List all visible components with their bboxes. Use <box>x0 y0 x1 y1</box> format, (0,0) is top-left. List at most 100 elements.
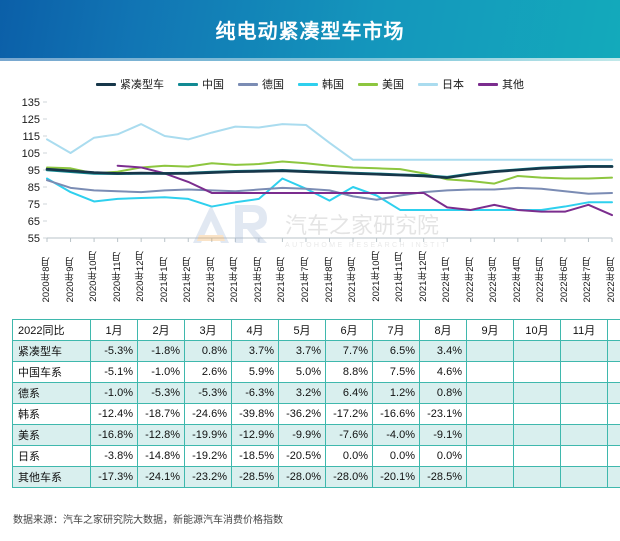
table-cell <box>513 403 561 425</box>
x-axis-label: 2021年1月 <box>158 256 170 302</box>
table-cell <box>607 340 620 362</box>
table-cell: -18.5% <box>231 445 279 467</box>
table-cell <box>560 445 608 467</box>
x-axis-label: 2021年11月 <box>394 252 406 302</box>
table-row: 日系 -3.8% -14.8% -19.2% -18.5% -20.5% 0.0% 0.0% 0… <box>12 445 620 467</box>
legend-swatch-icon <box>478 82 498 86</box>
legend-label: 韩国 <box>322 79 344 91</box>
table-cell: -24.1% <box>137 466 185 488</box>
table-cell: -28.0% <box>325 466 373 488</box>
table-cell: -39.8% <box>231 403 279 425</box>
x-axis-label: 2020年11月 <box>111 252 123 302</box>
table-cell: 0.8% <box>419 382 467 404</box>
table-cell: 4.6% <box>419 361 467 383</box>
x-axis-label: 2022年1月 <box>441 256 453 302</box>
table-cell: -20.1% <box>372 466 420 488</box>
table-column-header: 5月 <box>278 319 326 341</box>
table-row-label: 紧凑型车 <box>12 340 91 362</box>
table-cell: 3.7% <box>278 340 326 362</box>
table-cell: -7.6% <box>325 424 373 446</box>
table-cell: -6.3% <box>231 382 279 404</box>
table-cell: -12.9% <box>231 424 279 446</box>
table-cell: 3.4% <box>419 340 467 362</box>
table-cell: -28.5% <box>419 466 467 488</box>
table-header: 2022同比1月2月3月4月5月6月7月8月9月10月11月12月 <box>12 319 620 341</box>
legend-label: 其他 <box>502 79 524 91</box>
legend-swatch-icon <box>178 82 198 86</box>
table-body: 紧凑型车 -5.3% -1.8% 0.8% 3.7% 3.7% 7.7% 6.5% 3.4% 中国… <box>12 340 620 488</box>
table-column-header: 2月 <box>137 319 185 341</box>
table-cell: 2.6% <box>184 361 232 383</box>
table-cell: -5.3% <box>184 382 232 404</box>
legend-label: 日本 <box>442 79 464 91</box>
table-cell: -28.0% <box>278 466 326 488</box>
legend-label: 中国 <box>202 79 224 91</box>
table-cell: 8.8% <box>325 361 373 383</box>
table-row-label: 美系 <box>12 424 91 446</box>
table-cell: 0.8% <box>184 340 232 362</box>
y-axis-tick-label: 85 <box>28 182 40 194</box>
table-cell <box>513 340 561 362</box>
table-cell <box>607 382 620 404</box>
y-axis-tick-label: 75 <box>28 199 40 211</box>
table-cell: 3.2% <box>278 382 326 404</box>
table-cell: 7.7% <box>325 340 373 362</box>
x-axis-label: 2022年7月 <box>582 256 594 302</box>
table-cell <box>560 466 608 488</box>
x-axis-label: 2022年8月 <box>606 256 617 302</box>
x-axis-label: 2021年5月 <box>252 256 264 302</box>
table-cell: -16.8% <box>90 424 138 446</box>
x-axis-labels: 2020年8月 2020年9月 2020年10月 2020年11月 2020年12月 20… <box>0 240 620 302</box>
chart-series-line <box>116 164 613 217</box>
table-cell: -1.0% <box>90 382 138 404</box>
legend-item: 韩国 <box>298 76 344 92</box>
table-cell: -17.3% <box>90 466 138 488</box>
table-cell <box>513 361 561 383</box>
x-axis-label: 2022年4月 <box>511 256 523 302</box>
legend-swatch-icon <box>418 82 438 86</box>
table-column-header: 7月 <box>372 319 420 341</box>
table-cell: -9.9% <box>278 424 326 446</box>
chart-series-line <box>45 165 614 179</box>
x-axis-label: 2020年9月 <box>64 256 76 302</box>
x-axis-label: 2020年8月 <box>41 256 52 302</box>
table-cell: -5.3% <box>137 382 185 404</box>
table-row: 美系 -16.8% -12.8% -19.9% -12.9% -9.9% -7.6% -4.0… <box>12 424 620 446</box>
legend-swatch-icon <box>358 82 378 86</box>
table-cell <box>607 403 620 425</box>
x-axis-label: 2021年8月 <box>323 256 335 302</box>
table-row-label: 德系 <box>12 382 91 404</box>
chart-series-line <box>46 179 613 201</box>
table-column-header: 4月 <box>231 319 279 341</box>
table-cell <box>560 424 608 446</box>
x-axis-label: 2021年12月 <box>417 251 429 302</box>
table-cell: -1.0% <box>137 361 185 383</box>
table-cell <box>513 445 561 467</box>
banner-underline <box>0 58 620 61</box>
x-axis-label: 2021年4月 <box>229 256 241 302</box>
table-cell <box>513 466 561 488</box>
page-title: 纯电动紧凑型车市场 <box>215 20 405 43</box>
comparison-table: 2022同比1月2月3月4月5月6月7月8月9月10月11月12月 紧凑型车 -5… <box>12 319 620 488</box>
legend-item: 紧凑型车 <box>96 76 164 92</box>
table-cell <box>560 340 608 362</box>
y-axis-tick-label: 115 <box>22 131 40 143</box>
table-cell: 5.0% <box>278 361 326 383</box>
table-cell <box>607 361 620 383</box>
table-row-label: 其他车系 <box>12 466 91 488</box>
legend-swatch-icon <box>298 82 318 86</box>
x-axis-label: 2021年2月 <box>182 256 194 302</box>
table-cell: -18.7% <box>137 403 185 425</box>
legend-swatch-icon <box>96 82 116 86</box>
x-axis-label: 2022年5月 <box>535 256 547 302</box>
x-axis-label: 2022年6月 <box>558 256 570 302</box>
y-axis-tick-label: 125 <box>22 114 40 126</box>
table-cell: -24.6% <box>184 403 232 425</box>
chart-series-line <box>46 177 613 211</box>
table-cell <box>466 445 514 467</box>
table-cell: -16.6% <box>372 403 420 425</box>
table-cell: -14.8% <box>137 445 185 467</box>
table-cell <box>560 361 608 383</box>
table-cell <box>466 466 514 488</box>
